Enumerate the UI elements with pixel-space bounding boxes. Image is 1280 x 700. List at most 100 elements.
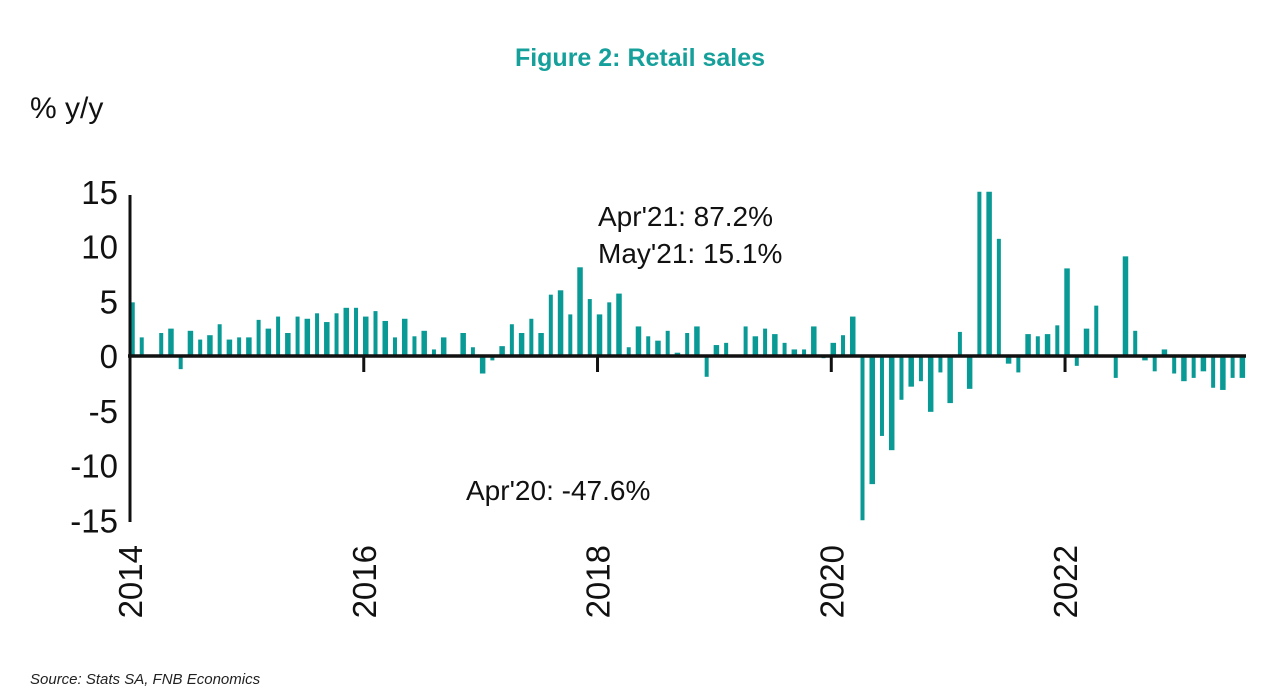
bar — [363, 316, 369, 356]
bar — [899, 356, 904, 400]
bar — [557, 290, 564, 356]
bar — [421, 330, 427, 356]
bar — [1122, 256, 1129, 356]
bar — [665, 330, 670, 356]
bar — [626, 347, 631, 356]
y-tick-label: 15 — [81, 174, 118, 211]
y-tick-label: -10 — [70, 448, 118, 485]
bar — [830, 342, 837, 356]
x-tick-label: 2018 — [580, 545, 617, 618]
bar — [382, 320, 388, 356]
bar — [957, 331, 962, 356]
bar — [1083, 328, 1090, 356]
bar — [850, 316, 856, 356]
x-tick-label: 2020 — [813, 545, 850, 618]
bar — [324, 322, 330, 356]
bar — [1211, 356, 1216, 388]
bar — [1200, 356, 1207, 372]
bar — [265, 328, 272, 356]
bar — [159, 333, 164, 356]
bar — [168, 328, 174, 356]
bar — [947, 356, 953, 404]
bar — [655, 340, 661, 356]
bar — [713, 345, 720, 356]
bar — [802, 349, 807, 356]
y-tick-label: 5 — [100, 283, 118, 320]
x-tick-labels: 2014 2016 2018 2020 2022 — [112, 356, 1084, 618]
bar — [529, 318, 534, 356]
bar — [392, 337, 397, 356]
bar — [1172, 356, 1177, 374]
bar — [518, 333, 525, 356]
bar — [295, 316, 300, 356]
bar — [285, 333, 291, 356]
bar — [607, 302, 612, 356]
y-axis-label: % y/y — [30, 92, 103, 125]
bar — [490, 356, 495, 361]
bar — [1133, 330, 1138, 356]
bar — [304, 318, 311, 356]
bar — [568, 314, 573, 356]
bar — [256, 319, 261, 356]
bar — [763, 328, 768, 356]
bar — [860, 356, 865, 521]
bar — [343, 307, 350, 356]
bar — [440, 337, 447, 356]
bar — [869, 356, 875, 485]
bar — [908, 356, 914, 387]
bar — [772, 334, 778, 356]
bar — [354, 307, 359, 356]
bar — [841, 335, 846, 356]
bar — [1016, 356, 1021, 373]
bar — [1005, 356, 1012, 364]
bar — [811, 326, 817, 356]
bar — [226, 339, 233, 356]
bar — [548, 294, 553, 356]
bar — [187, 330, 194, 356]
bar — [938, 356, 943, 373]
bar — [966, 356, 973, 389]
bar — [412, 336, 417, 356]
bar — [577, 267, 583, 356]
bar — [1025, 334, 1031, 356]
bar — [587, 299, 592, 356]
bar — [596, 314, 603, 356]
bar — [1161, 349, 1168, 356]
bar — [927, 356, 934, 412]
bar — [401, 318, 408, 356]
bar — [977, 191, 982, 356]
bar — [635, 326, 642, 356]
bar — [237, 337, 242, 356]
bar — [538, 333, 544, 356]
bar — [1152, 356, 1157, 372]
bar — [509, 324, 514, 356]
x-tick-label: 2014 — [112, 545, 149, 618]
bar — [246, 337, 252, 356]
bar — [752, 336, 759, 356]
bar — [616, 293, 622, 356]
bar — [782, 342, 787, 356]
bar — [1230, 356, 1235, 378]
bar — [918, 356, 923, 382]
bar — [1055, 325, 1060, 356]
bar — [479, 356, 486, 374]
annotation-apr21: Apr'21: 87.2% — [598, 201, 773, 232]
bar — [1094, 305, 1099, 356]
bar — [1142, 356, 1148, 361]
bar — [743, 326, 748, 356]
bar — [178, 356, 183, 370]
source-note: Source: Stats SA, FNB Economics — [30, 671, 261, 688]
annotation-apr20: Apr'20: -47.6% — [466, 475, 650, 506]
bar — [1035, 336, 1040, 356]
chart-title: Figure 2: Retail sales — [515, 44, 765, 72]
bar — [879, 356, 884, 436]
bar — [499, 346, 505, 356]
bar — [315, 313, 320, 356]
bar — [685, 333, 690, 356]
bars — [129, 191, 1246, 521]
bar — [724, 342, 729, 356]
bar — [1220, 356, 1226, 390]
bar — [1113, 356, 1118, 378]
y-tick-label: 0 — [100, 338, 118, 375]
